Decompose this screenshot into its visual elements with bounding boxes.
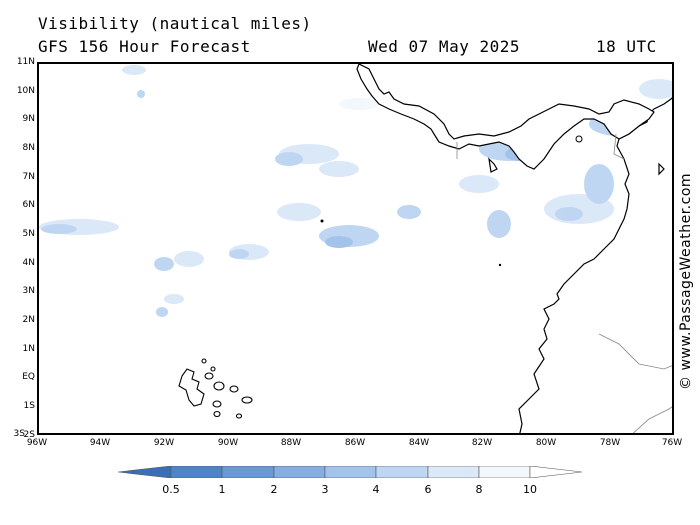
lon-label-88w: 88W <box>280 438 302 448</box>
colorbar-swatch-6 <box>427 466 480 478</box>
map-frame <box>37 62 674 435</box>
forecast-date: Wed 07 May 2025 <box>368 37 520 56</box>
lon-label-86w: 86W <box>344 438 366 448</box>
colorbar-label-0.5: 0.5 <box>162 483 180 496</box>
lat-label-5n: 5N <box>22 229 35 239</box>
colorbar-arrow-low <box>118 466 172 478</box>
colorbar-swatch-5 <box>375 466 429 478</box>
lat-label-2n: 2N <box>22 315 35 325</box>
lon-label-96w: 96W <box>26 438 48 448</box>
lat-label-1n: 1N <box>22 344 35 354</box>
map-title: Visibility (nautical miles) <box>38 14 312 33</box>
colorbar <box>118 466 582 478</box>
colorbar-label-6: 6 <box>424 483 432 496</box>
country-borders <box>456 133 672 433</box>
coastline <box>356 64 672 433</box>
colorbar-label-8: 8 <box>475 483 483 496</box>
lon-label-76w: 76W <box>661 438 683 448</box>
lon-label-94w: 94W <box>89 438 111 448</box>
lat-label-3n: 3N <box>22 286 35 296</box>
lon-label-90w: 90W <box>217 438 239 448</box>
lat-label-8n: 8N <box>22 143 35 153</box>
lat-label-7n: 7N <box>22 172 35 182</box>
lat-label-11n: 11N <box>16 57 35 67</box>
lon-label-92w: 92W <box>153 438 175 448</box>
lon-label-78w: 78W <box>599 438 621 448</box>
malpelo-island <box>498 263 502 267</box>
lon-label-80w: 80W <box>535 438 557 448</box>
visibility-map <box>39 64 672 433</box>
colorbar-swatch-3 <box>273 466 326 478</box>
colorbar-label-4: 4 <box>372 483 380 496</box>
lat-label-3s: 3S <box>13 429 25 439</box>
colorbar-label-1: 1 <box>218 483 226 496</box>
website-credit: © www.PassageWeather.com <box>678 172 694 390</box>
colorbar-swatch-7 <box>478 466 531 478</box>
colorbar-swatch-4 <box>324 466 377 478</box>
lat-label-9n: 9N <box>22 114 35 124</box>
lon-label-84w: 84W <box>408 438 430 448</box>
colorbar-label-10: 10 <box>523 483 537 496</box>
pearl-islands <box>575 135 583 143</box>
colorbar-arrow-high <box>529 466 582 478</box>
lon-label-82w: 82W <box>471 438 493 448</box>
lat-label-2s: 2S <box>23 430 35 440</box>
forecast-label: GFS 156 Hour Forecast <box>38 37 251 56</box>
galapagos-islands <box>178 358 253 419</box>
forecast-time: 18 UTC <box>596 37 657 56</box>
lat-label-4n: 4N <box>22 258 35 268</box>
colorbar-swatch-1 <box>170 466 223 478</box>
lat-label-1s: 1S <box>23 401 35 411</box>
cocos-island <box>320 219 324 223</box>
lat-label-6n: 6N <box>22 200 35 210</box>
colorbar-label-2: 2 <box>270 483 278 496</box>
lat-label-eq: EQ <box>22 372 35 382</box>
colorbar-swatch-2 <box>221 466 275 478</box>
colorbar-label-3: 3 <box>321 483 329 496</box>
lat-label-10n: 10N <box>16 86 35 96</box>
